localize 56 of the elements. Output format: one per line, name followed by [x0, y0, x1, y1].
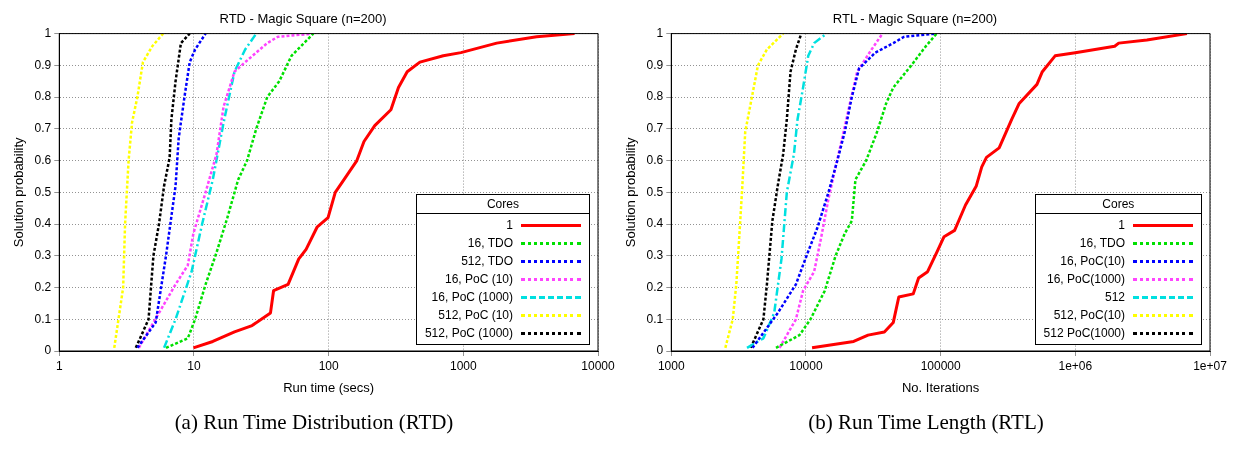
y-tick-label: 0.2 [34, 279, 52, 294]
y-axis-title: Solution probability [11, 136, 27, 248]
text: (a) Run Time Distribution (RTD) [174, 410, 454, 435]
y-tick-label: 0.3 [646, 248, 664, 263]
y-tick-label: 0.7 [34, 121, 52, 136]
y-tick-label: 0.6 [646, 152, 664, 167]
y-tick-label: 0.3 [34, 248, 52, 263]
y-tick-label: 0.1 [34, 311, 52, 326]
y-tick-label: 0 [44, 343, 52, 358]
x-tick-label: 10 [187, 358, 201, 373]
y-tick-label: 0 [656, 343, 664, 358]
legend-title: Cores [485, 196, 520, 213]
y-tick-label: 0.5 [646, 184, 664, 199]
legend-label: 512 PoC(1000) [1043, 326, 1125, 340]
x-tick-label: 10000 [789, 358, 823, 373]
legend-label: 512 [1103, 290, 1125, 304]
legend-label: 16, PoC(10) [1059, 254, 1125, 268]
legend-label: 16, PoC (1000) [430, 290, 513, 304]
x-axis-title: No. Iterations [901, 379, 980, 395]
legend-label: 1 [1117, 218, 1125, 232]
y-tick-label: 0.5 [34, 184, 52, 199]
chart-title: RTD - Magic Square (n=200) [219, 11, 387, 27]
legend-label: 16, PoC(1000) [1045, 272, 1125, 286]
legend-label: 16, TDO [1078, 236, 1125, 250]
legend-label: 512, PoC (1000) [424, 326, 513, 340]
x-tick-label: 100000 [920, 358, 961, 373]
legend-label: 16, PoC (10) [443, 272, 513, 286]
y-tick-label: 0.7 [646, 121, 664, 136]
x-tick-label: 1000 [657, 358, 685, 373]
y-tick-label: 0.9 [646, 57, 664, 72]
legend-label: 512, PoC(10) [1052, 308, 1125, 322]
legend-title: Cores [1101, 196, 1136, 213]
x-axis-title: Run time (secs) [283, 379, 375, 395]
text: (b) Run Time Length (RTL) [808, 410, 1044, 435]
y-axis-title: Solution probability [623, 136, 639, 248]
y-tick-label: 0.1 [646, 311, 664, 326]
y-tick-label: 1 [44, 25, 52, 40]
y-tick-label: 0.6 [34, 152, 52, 167]
x-tick-label: 10000 [581, 358, 616, 373]
x-tick-label: 1e+07 [1193, 358, 1228, 373]
legend-label: 1 [505, 218, 513, 232]
y-tick-label: 0.8 [34, 89, 52, 104]
legend-label: 16, TDO [466, 236, 513, 250]
y-tick-label: 0.2 [646, 279, 664, 294]
y-tick-label: 0.4 [34, 216, 52, 231]
x-tick-label: 1 [55, 358, 63, 373]
y-tick-label: 0.9 [34, 57, 52, 72]
legend-label: 512, TDO [460, 254, 513, 268]
x-tick-label: 100 [318, 358, 339, 373]
y-tick-label: 1 [656, 25, 664, 40]
chart-title: RTL - Magic Square (n=200) [832, 11, 998, 27]
x-tick-label: 1000 [449, 358, 477, 373]
y-tick-label: 0.4 [646, 216, 664, 231]
legend-label: 512, PoC (10) [437, 308, 513, 322]
y-tick-label: 0.8 [646, 89, 664, 104]
x-tick-label: 1e+06 [1058, 358, 1093, 373]
